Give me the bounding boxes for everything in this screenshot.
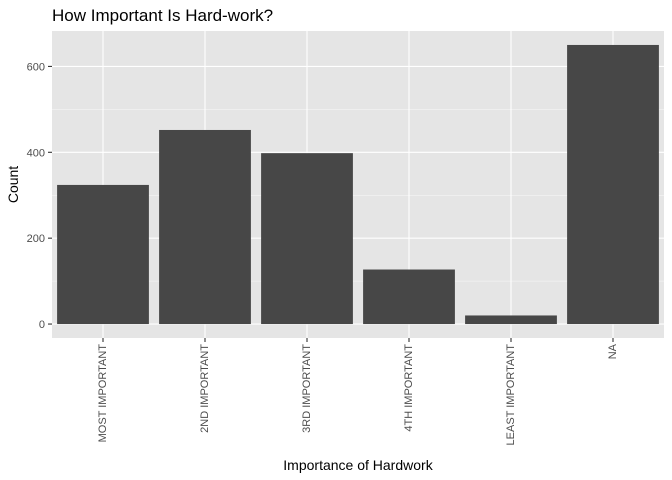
x-tick-label: 3RD IMPORTANT bbox=[301, 344, 313, 433]
bar-3rd-important bbox=[261, 153, 353, 325]
x-tick-label: 4TH IMPORTANT bbox=[403, 344, 415, 432]
plot-panel bbox=[52, 31, 664, 338]
bar-na bbox=[567, 44, 659, 325]
bar-least-important bbox=[465, 315, 557, 325]
x-axis-title: Importance of Hardwork bbox=[283, 457, 433, 473]
y-tick-label: 400 bbox=[27, 147, 45, 159]
x-axis: MOST IMPORTANT 2ND IMPORTANT 3RD IMPORTANT… bbox=[97, 338, 619, 445]
bar-4th-important bbox=[363, 269, 455, 325]
y-tick-label: 0 bbox=[39, 319, 45, 331]
y-axis-title: Count bbox=[5, 166, 21, 203]
bar-2nd-important bbox=[159, 129, 251, 325]
x-tick-label: NA bbox=[607, 343, 619, 359]
y-tick-label: 600 bbox=[27, 61, 45, 73]
bar-most-important bbox=[57, 184, 149, 325]
x-tick-label: LEAST IMPORTANT bbox=[505, 344, 517, 446]
bars bbox=[57, 44, 659, 325]
x-tick-label: MOST IMPORTANT bbox=[97, 344, 109, 443]
x-tick-label: 2ND IMPORTANT bbox=[199, 344, 211, 433]
y-axis: 0 200 400 600 bbox=[27, 61, 52, 331]
chart-title: How Important Is Hard-work? bbox=[52, 6, 273, 25]
y-tick-label: 200 bbox=[27, 233, 45, 245]
